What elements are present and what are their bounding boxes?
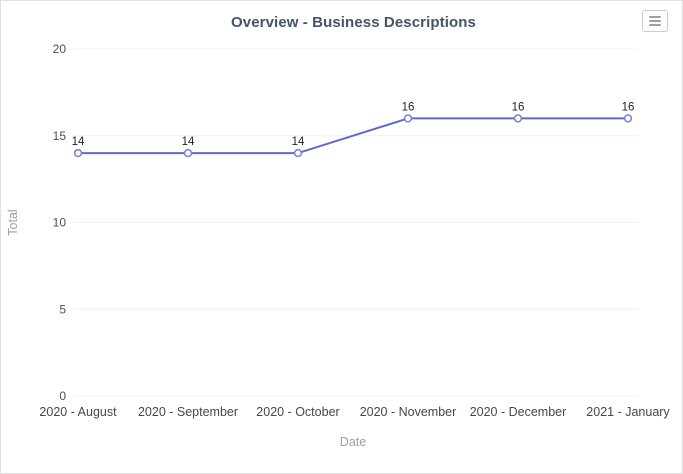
y-tick-label: 15 [53,129,67,143]
y-axis-title: Total [6,209,20,235]
x-tick-label: 2021 - January [586,405,670,419]
x-tick-label: 2020 - November [360,405,457,419]
chart-context-menu-button[interactable] [642,10,668,32]
data-point-marker [513,114,523,123]
data-point-marker [403,114,413,123]
data-point-label: 16 [622,101,635,113]
x-axis-title: Date [340,435,366,449]
y-tick-label: 10 [53,216,67,230]
series-line [78,117,628,155]
x-tick-label: 2020 - September [138,405,238,419]
x-tick-label: 2020 - August [39,405,117,419]
data-point-label: 14 [72,136,85,148]
data-point-label: 16 [402,101,415,113]
data-point-marker [623,114,633,123]
data-point-marker [73,148,83,158]
x-tick-label: 2020 - December [470,405,567,419]
y-tick-label: 0 [59,389,66,403]
data-point-marker [293,148,303,158]
data-point-label: 14 [182,136,195,148]
hamburger-menu-icon [649,16,661,26]
y-tick-label: 5 [59,302,66,316]
x-tick-label: 2020 - October [256,405,339,419]
data-point-label: 16 [512,101,525,113]
data-point-marker [183,148,193,158]
y-tick-label: 20 [53,42,67,56]
data-point-label: 14 [292,136,305,148]
